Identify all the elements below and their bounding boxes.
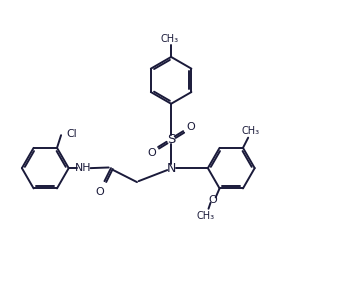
Text: S: S [167, 133, 175, 146]
Text: O: O [95, 186, 104, 197]
Text: O: O [186, 121, 195, 131]
Text: Cl: Cl [66, 128, 77, 138]
Text: NH: NH [75, 163, 92, 173]
Text: CH₃: CH₃ [196, 211, 214, 221]
Text: O: O [147, 148, 156, 158]
Text: O: O [208, 195, 217, 205]
Text: CH₃: CH₃ [160, 34, 179, 44]
Text: N: N [166, 162, 176, 175]
Text: CH₃: CH₃ [241, 126, 260, 136]
